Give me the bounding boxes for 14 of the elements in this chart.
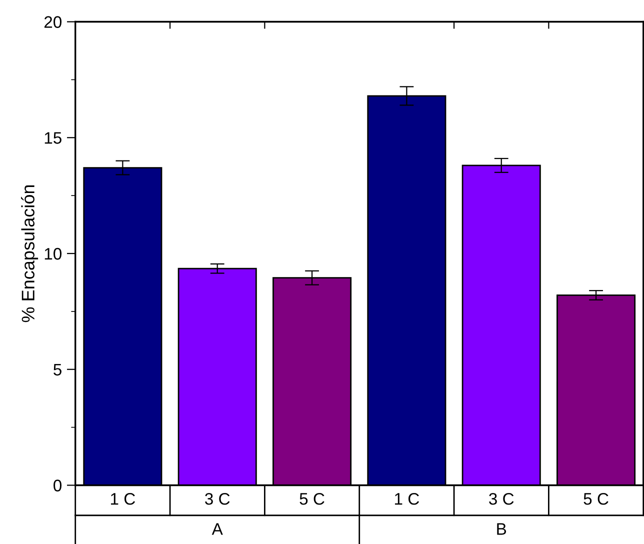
text: B [497,523,506,535]
text: A [212,523,223,535]
x-tick-label: 3 C [205,492,230,505]
x-tick-label: 5 C [584,492,608,505]
x-tick-label: 3 C [489,492,514,505]
y-tick-label: 5 [54,364,62,376]
y-axis-title: % Encapsulación [21,185,38,322]
y-tick-label: 15 [44,132,62,144]
x-tick-label: 1 C [110,492,136,505]
x-tick-label: 1 C [394,492,420,505]
y-tick-label: 20 [44,16,62,28]
x-tick-label: 5 C [300,492,324,505]
y-tick-label: 10 [44,248,62,260]
y-tick-label: 0 [54,480,62,492]
